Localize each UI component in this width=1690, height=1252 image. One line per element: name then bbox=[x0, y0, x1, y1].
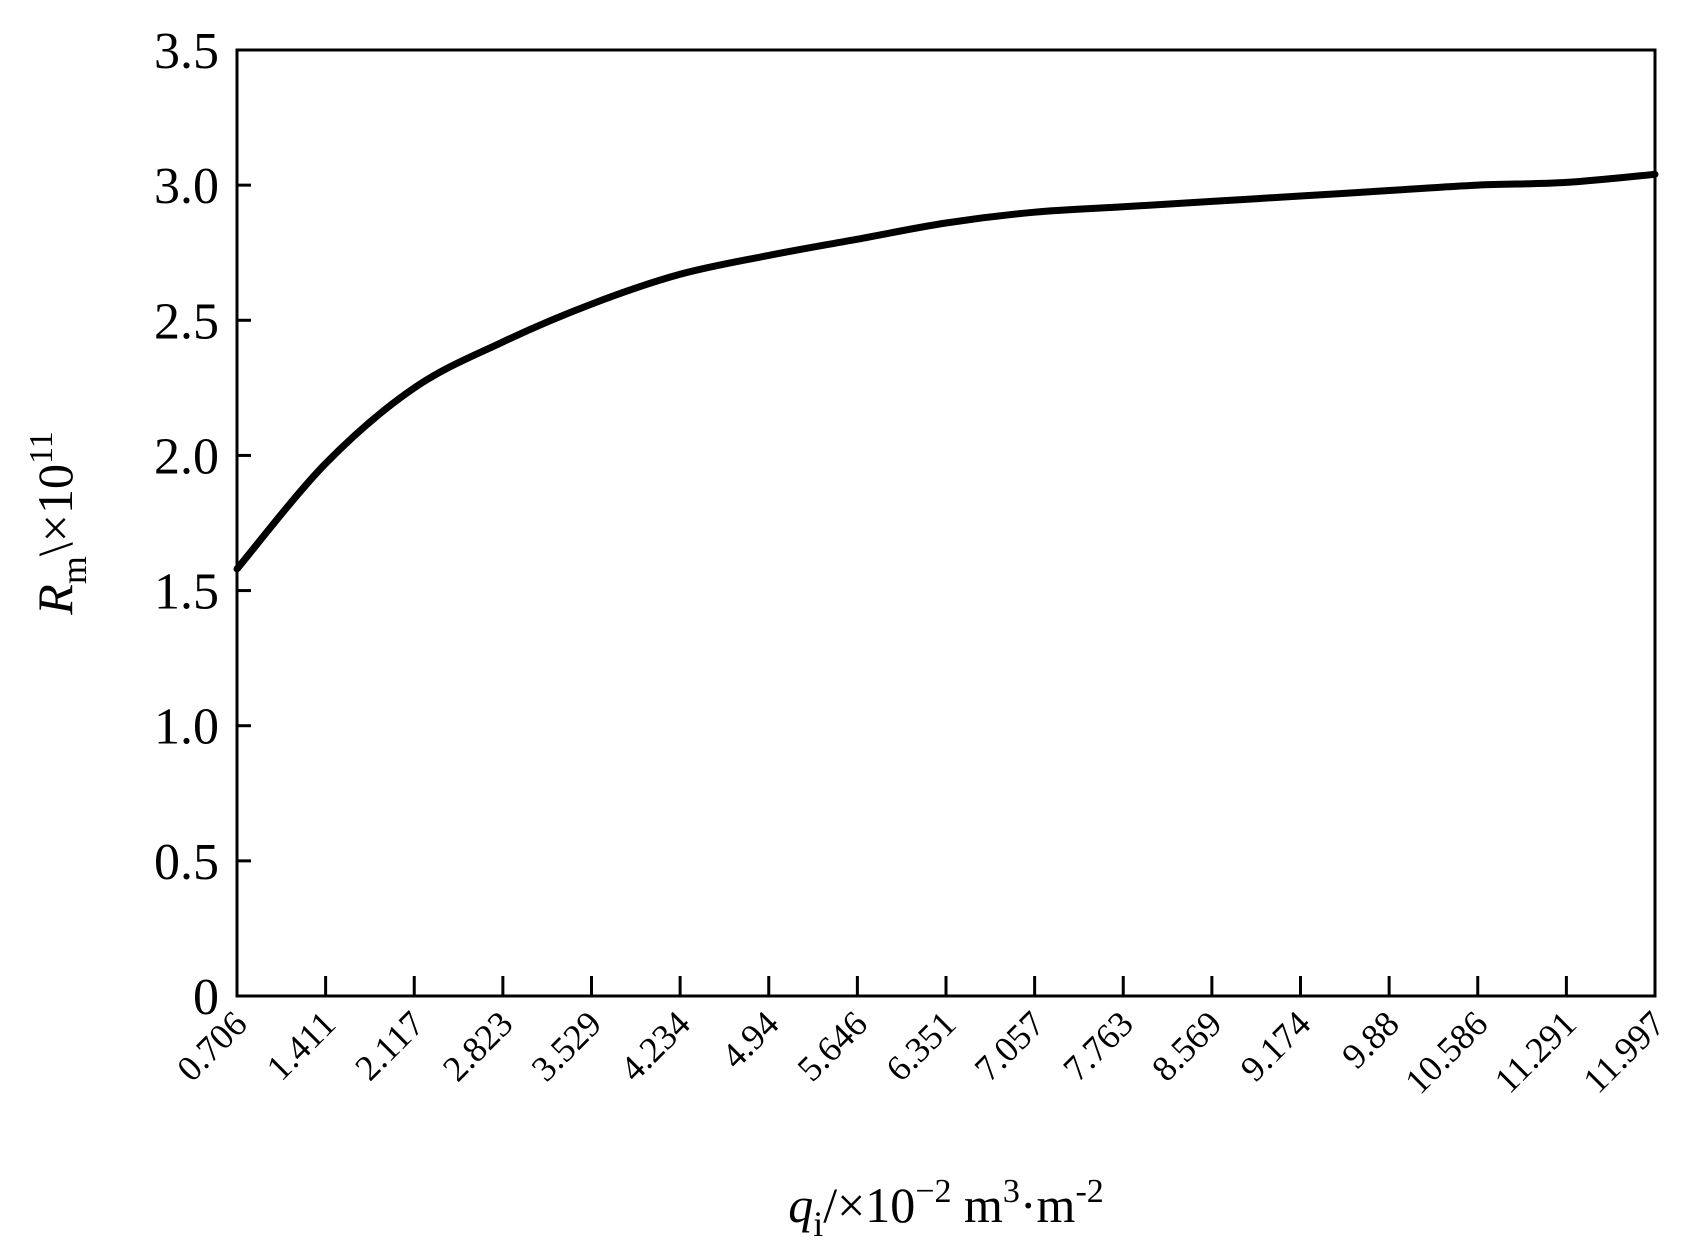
x-tick-label: 3.529 bbox=[524, 1003, 610, 1089]
y-tick-label: 2.5 bbox=[154, 293, 219, 350]
x-tick-label: 9.174 bbox=[1233, 1003, 1319, 1089]
y-tick-label: 3.5 bbox=[154, 23, 219, 80]
x-tick-label: 10.586 bbox=[1397, 1003, 1495, 1101]
y-axis-title: Rm\×1011 bbox=[23, 431, 94, 615]
x-tick-label: 7.763 bbox=[1055, 1003, 1141, 1089]
x-tick-label: 4.234 bbox=[612, 1003, 698, 1089]
y-tick-label: 0 bbox=[193, 969, 219, 1026]
y-axis-ticks: 0 0.5 1.0 1.5 2.0 2.5 3.0 3.5 bbox=[154, 23, 251, 1026]
y-tick-label: 2.0 bbox=[154, 428, 219, 485]
y-tick-label: 1.0 bbox=[154, 699, 219, 756]
x-tick-label: 1.411 bbox=[259, 1003, 344, 1088]
y-tick-label: 3.0 bbox=[154, 158, 219, 215]
x-tick-label: 6.351 bbox=[878, 1003, 964, 1089]
plot-frame bbox=[235, 48, 1657, 998]
y-tick-label: 1.5 bbox=[154, 564, 219, 621]
y-tick-label: 0.5 bbox=[154, 834, 219, 891]
series-line bbox=[233, 170, 1659, 573]
x-tick-label: 8.569 bbox=[1144, 1003, 1230, 1089]
x-axis-title: qi/×10−2 m3·m-2 bbox=[788, 1173, 1104, 1244]
x-tick-label: 2.117 bbox=[347, 1003, 432, 1088]
x-tick-label: 2.823 bbox=[435, 1003, 521, 1089]
x-tick-label: 11.997 bbox=[1575, 1003, 1672, 1100]
x-tick-label: 4.94 bbox=[714, 1003, 787, 1076]
x-tick-label: 11.291 bbox=[1487, 1003, 1584, 1100]
x-tick-label: 9.88 bbox=[1334, 1003, 1407, 1076]
x-tick-label: 7.057 bbox=[967, 1003, 1053, 1089]
x-tick-label: 5.646 bbox=[789, 1003, 875, 1089]
